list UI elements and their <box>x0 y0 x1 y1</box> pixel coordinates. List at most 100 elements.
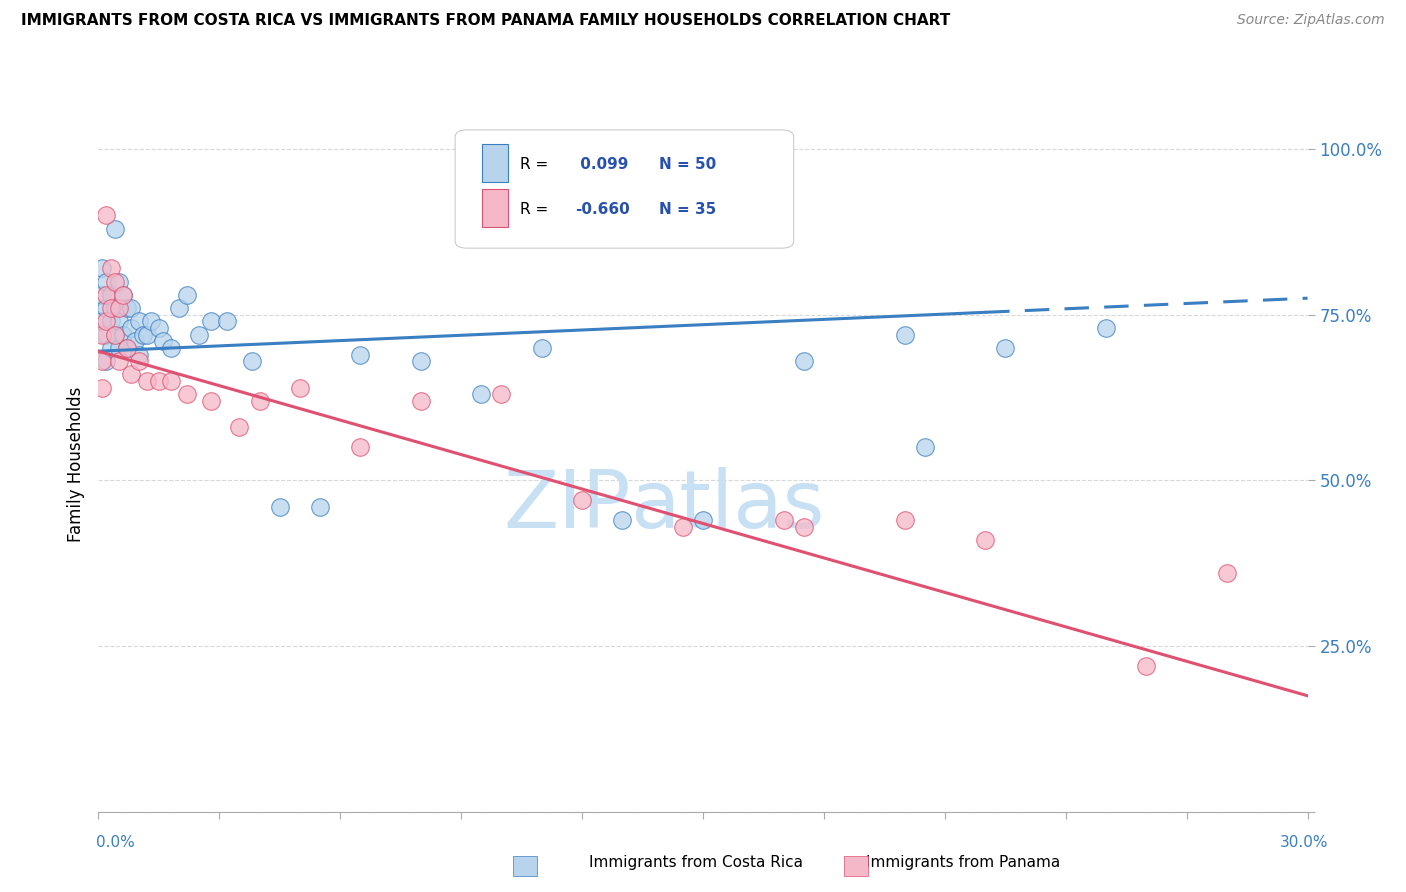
Point <box>772 513 794 527</box>
Point <box>793 520 815 534</box>
Text: Immigrants from Costa Rica: Immigrants from Costa Rica <box>589 855 803 870</box>
Point <box>571 493 593 508</box>
Point <box>974 533 997 547</box>
Point <box>96 354 118 368</box>
Point <box>148 374 170 388</box>
Point <box>128 347 150 361</box>
Point <box>107 341 129 355</box>
Point <box>409 354 432 368</box>
Point <box>100 261 122 276</box>
Point <box>96 288 118 302</box>
Point <box>135 374 157 388</box>
Text: N = 35: N = 35 <box>659 202 717 218</box>
Text: 30.0%: 30.0% <box>1281 836 1329 850</box>
Point <box>288 381 311 395</box>
Point <box>349 440 371 454</box>
Point <box>349 347 371 361</box>
Point <box>139 314 162 328</box>
Point <box>91 381 114 395</box>
Point <box>309 500 332 514</box>
Point <box>100 314 122 328</box>
Point <box>692 513 714 527</box>
Point <box>470 387 492 401</box>
Point <box>914 440 936 454</box>
Point <box>103 301 125 315</box>
Point <box>240 354 263 368</box>
Point <box>893 513 915 527</box>
Point <box>91 327 114 342</box>
Point <box>217 314 239 328</box>
Point <box>135 327 157 342</box>
Point <box>96 208 118 222</box>
Point <box>994 341 1017 355</box>
Point <box>120 368 142 382</box>
Point <box>107 275 129 289</box>
Point <box>269 500 291 514</box>
Point <box>176 387 198 401</box>
Point <box>103 327 125 342</box>
Point <box>120 301 142 315</box>
Text: 0.0%: 0.0% <box>96 836 135 850</box>
Y-axis label: Family Households: Family Households <box>66 386 84 541</box>
Text: Source: ZipAtlas.com: Source: ZipAtlas.com <box>1237 13 1385 28</box>
Point <box>893 327 915 342</box>
Point <box>91 354 114 368</box>
Point <box>167 301 190 315</box>
Point <box>107 354 129 368</box>
Point <box>672 520 695 534</box>
Point <box>91 314 114 328</box>
Point <box>100 288 122 302</box>
Point <box>160 374 183 388</box>
Text: 0.099: 0.099 <box>575 157 628 172</box>
Text: ZIP: ZIP <box>503 467 630 545</box>
Point <box>100 341 122 355</box>
Point <box>612 513 634 527</box>
Point <box>111 288 134 302</box>
Point <box>96 314 118 328</box>
Point <box>107 301 129 315</box>
Text: atlas: atlas <box>630 467 825 545</box>
Point <box>176 288 198 302</box>
Point <box>128 354 150 368</box>
Point <box>491 387 513 401</box>
Point <box>124 334 146 349</box>
Point <box>249 393 271 408</box>
Point <box>96 275 118 289</box>
Point <box>1095 321 1118 335</box>
Point <box>91 261 114 276</box>
Point <box>103 221 125 235</box>
Point <box>103 327 125 342</box>
Point <box>120 321 142 335</box>
Point <box>103 275 125 289</box>
Point <box>793 354 815 368</box>
Bar <box>482 189 509 227</box>
Point <box>409 393 432 408</box>
Point <box>107 314 129 328</box>
Bar <box>482 144 509 182</box>
Point <box>200 314 222 328</box>
Point <box>96 327 118 342</box>
Text: IMMIGRANTS FROM COSTA RICA VS IMMIGRANTS FROM PANAMA FAMILY HOUSEHOLDS CORRELATI: IMMIGRANTS FROM COSTA RICA VS IMMIGRANTS… <box>21 13 950 29</box>
Point <box>1135 659 1157 673</box>
Point <box>200 393 222 408</box>
Point <box>1216 566 1239 581</box>
Point <box>128 314 150 328</box>
Text: R =: R = <box>520 157 548 172</box>
Point <box>115 301 138 315</box>
Point <box>91 288 114 302</box>
Text: Immigrants from Panama: Immigrants from Panama <box>866 855 1060 870</box>
Point <box>160 341 183 355</box>
FancyBboxPatch shape <box>456 130 793 248</box>
Point <box>152 334 174 349</box>
Point <box>100 301 122 315</box>
Point <box>111 327 134 342</box>
Point <box>188 327 211 342</box>
Point <box>228 420 250 434</box>
Point <box>111 288 134 302</box>
Point <box>530 341 553 355</box>
Text: R =: R = <box>520 202 548 218</box>
Point <box>115 341 138 355</box>
Text: -0.660: -0.660 <box>575 202 630 218</box>
Text: N = 50: N = 50 <box>659 157 717 172</box>
Point <box>132 327 155 342</box>
